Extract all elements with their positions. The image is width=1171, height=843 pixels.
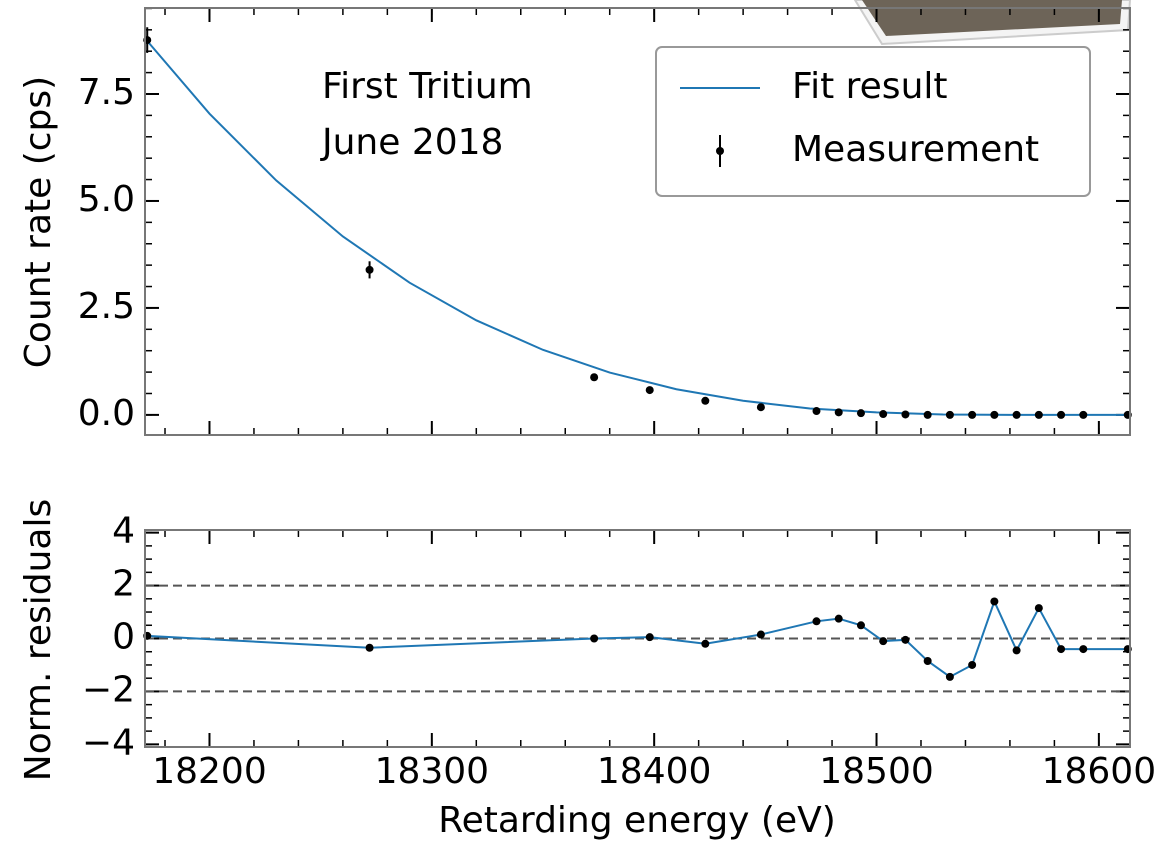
fit-line [144,37,1130,416]
y-tick-label: 7.5 [78,72,135,113]
data-point [701,639,710,648]
plot-frame [144,529,1131,748]
data-point [1057,645,1066,654]
data-point [901,410,910,419]
data-point [701,396,710,405]
data-point [590,634,599,643]
data-point [1079,410,1088,419]
x-tick-label: 18600 [1042,751,1157,792]
y-tick-label: 2.5 [78,286,135,327]
data-point [856,409,865,418]
data-point [923,656,932,665]
x-tick-label: 18500 [819,751,934,792]
data-point [834,614,843,623]
y-tick-label: 0 [112,617,135,658]
data-point [756,630,765,639]
legend-label: Measurement [792,129,1039,170]
data-point [990,597,999,606]
data-point [968,660,977,669]
plot-frame [144,7,1131,436]
data-point [645,386,654,395]
y-tick-label: 0.0 [78,393,135,434]
y-tick-label: 5.0 [78,179,135,220]
x-tick-label: 18300 [375,751,490,792]
data-point [1057,410,1066,419]
data-point [1034,410,1043,419]
data-point [1034,604,1043,613]
data-point [1012,410,1021,419]
y-tick-label: −2 [82,669,135,710]
photo-corner [853,0,1132,46]
data-point [856,621,865,630]
fit-line [147,598,1128,679]
legend: Fit result Measurement [655,46,1091,197]
data-point [968,410,977,419]
y-tick-label: 2 [112,564,135,605]
x-tick-label: 18400 [597,751,712,792]
y-axis-label: Count rate (cps) [18,76,59,368]
data-point [756,403,765,412]
data-point [1079,645,1088,654]
data-point [365,643,374,652]
data-point [645,633,654,642]
data-point [365,265,374,274]
y-axis-label: Norm. residuals [18,499,59,781]
legend-label: Fit result [792,66,948,107]
data-point [834,408,843,417]
data-point [923,410,932,419]
data-point [990,410,999,419]
data-point [590,373,599,382]
data-point [879,637,888,646]
annotation: First Tritium [322,66,533,107]
data-point [812,617,821,626]
annotation: June 2018 [320,122,503,163]
y-tick-label: −4 [82,722,135,763]
x-tick-label: 18200 [152,751,267,792]
data-point [812,407,821,416]
y-tick-label: 4 [112,511,135,552]
data-point [901,635,910,644]
data-point [945,410,954,419]
x-axis-label: Retarding energy (eV) [438,800,836,841]
data-point [945,672,954,681]
data-point [879,410,888,419]
legend-swatch [716,147,724,155]
data-point [1012,646,1021,655]
legend-box [655,46,1091,197]
